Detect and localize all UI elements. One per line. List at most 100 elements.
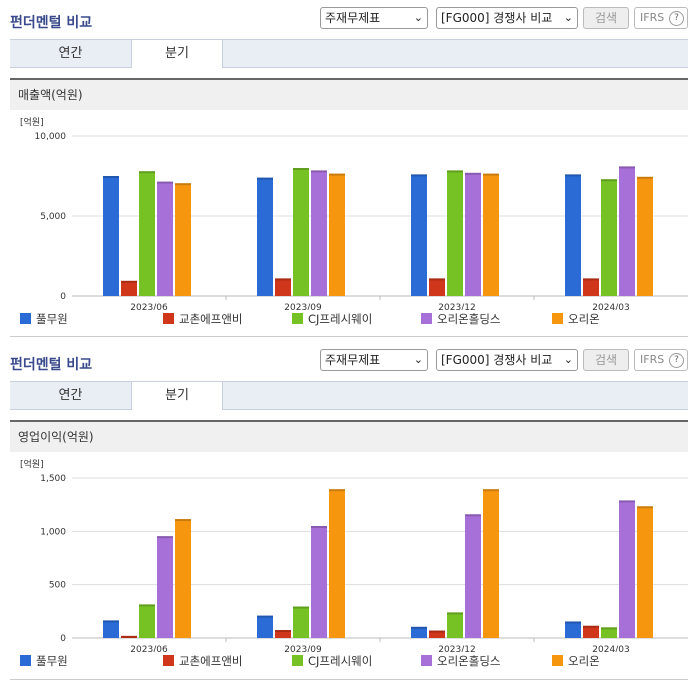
bar-2-0 bbox=[411, 626, 427, 638]
bar-3-4 bbox=[637, 506, 653, 638]
legend-item[interactable]: 오리온홀딩스 bbox=[421, 311, 500, 327]
period-tabs: 연간 분기 bbox=[10, 381, 688, 410]
legend-item[interactable]: 오리온 bbox=[552, 311, 600, 327]
bar-cap bbox=[329, 489, 345, 492]
legend-item[interactable]: CJ프레시웨이 bbox=[292, 653, 372, 669]
help-icon[interactable]: ? bbox=[669, 353, 684, 368]
bar-cap bbox=[447, 170, 463, 173]
revenue-chart: [억원] 0 5,000 10,000 2023/06 2023/09 2023/12 202… bbox=[20, 116, 688, 310]
legend-swatch bbox=[20, 313, 31, 324]
bar-0-3 bbox=[157, 536, 173, 638]
bar-cap bbox=[465, 172, 481, 175]
tab-quarterly[interactable]: 분기 bbox=[131, 382, 223, 410]
bar-cap bbox=[275, 630, 291, 632]
panel-title: 펀더멘털 비교 bbox=[10, 357, 93, 373]
panel-header: 펀더멘털 비교 주재무제표 ⌄ [FG000] 경쟁사 비교 ⌄ 검색 IFRS… bbox=[0, 342, 696, 378]
bar-cap bbox=[429, 630, 445, 633]
bar-cap bbox=[465, 514, 481, 517]
x-tick-label: 2023/09 bbox=[284, 303, 322, 310]
bar-cap bbox=[257, 177, 273, 180]
bar-2-3 bbox=[465, 172, 481, 296]
legend-item[interactable]: 교촌에프앤비 bbox=[163, 311, 242, 327]
statement-select[interactable]: 주재무제표 ⌄ bbox=[320, 349, 428, 371]
bar-cap bbox=[411, 626, 427, 629]
legend-item[interactable]: 풀무원 bbox=[20, 311, 68, 327]
bar-2-1 bbox=[429, 630, 445, 638]
y-axis-unit: [억원] bbox=[20, 116, 44, 128]
x-tick-label: 2023/06 bbox=[130, 303, 168, 310]
divider bbox=[10, 336, 688, 337]
legend-label: CJ프레시웨이 bbox=[308, 312, 373, 326]
legend-item[interactable]: CJ프레시웨이 bbox=[292, 311, 372, 327]
bar-1-2 bbox=[293, 606, 309, 638]
legend-swatch bbox=[20, 655, 31, 666]
chart-legend: 풀무원 교촌에프앤비 CJ프레시웨이 오리온홀딩스 오리온 bbox=[20, 653, 680, 673]
legend-item[interactable]: 교촌에프앤비 bbox=[163, 653, 242, 669]
bar-cap bbox=[329, 173, 345, 176]
fundamental-panel-operating-income: 펀더멘털 비교 주재무제표 ⌄ [FG000] 경쟁사 비교 ⌄ 검색 IFRS… bbox=[0, 342, 696, 684]
legend-label: 풀무원 bbox=[36, 312, 68, 326]
legend-label: CJ프레시웨이 bbox=[308, 654, 373, 668]
panel-title: 펀더멘털 비교 bbox=[10, 15, 93, 31]
bar-1-0 bbox=[257, 615, 273, 638]
search-button[interactable]: 검색 bbox=[583, 7, 629, 29]
comparison-select[interactable]: [FG000] 경쟁사 비교 ⌄ bbox=[436, 349, 578, 371]
legend-item[interactable]: 오리온홀딩스 bbox=[421, 653, 500, 669]
legend-swatch bbox=[292, 655, 303, 666]
bar-cap bbox=[139, 604, 155, 607]
statement-select-value: 주재무제표 bbox=[325, 11, 381, 25]
help-icon[interactable]: ? bbox=[669, 11, 684, 26]
panel-header: 펀더멘털 비교 주재무제표 ⌄ [FG000] 경쟁사 비교 ⌄ 검색 IFRS… bbox=[0, 0, 696, 36]
y-tick-label: 5,000 bbox=[40, 212, 66, 222]
bar-cap bbox=[293, 168, 309, 170]
legend-item[interactable]: 오리온 bbox=[552, 653, 600, 669]
bar-cap bbox=[311, 526, 327, 528]
tab-quarterly[interactable]: 분기 bbox=[131, 40, 223, 68]
legend-label: 풀무원 bbox=[36, 654, 68, 668]
legend-swatch bbox=[552, 655, 563, 666]
bar-cap bbox=[637, 176, 653, 179]
tab-annual[interactable]: 연간 bbox=[58, 46, 83, 61]
chart-legend: 풀무원 교촌에프앤비 CJ프레시웨이 오리온홀딩스 오리온 bbox=[20, 311, 680, 331]
tab-annual[interactable]: 연간 bbox=[58, 388, 83, 403]
bar-2-2 bbox=[447, 612, 463, 638]
bar-3-0 bbox=[565, 174, 581, 296]
search-button[interactable]: 검색 bbox=[583, 349, 629, 371]
bar-3-3 bbox=[619, 500, 635, 638]
bar-1-3 bbox=[311, 526, 327, 638]
ifrs-button[interactable]: IFRS ? bbox=[634, 349, 688, 371]
comparison-select[interactable]: [FG000] 경쟁사 비교 ⌄ bbox=[436, 7, 578, 29]
bar-cap bbox=[619, 500, 635, 503]
bar-0-3 bbox=[157, 181, 173, 296]
bar-1-4 bbox=[329, 173, 345, 296]
bar-cap bbox=[157, 536, 173, 539]
legend-item[interactable]: 풀무원 bbox=[20, 653, 68, 669]
bar-1-0 bbox=[257, 177, 273, 296]
y-tick-label: 500 bbox=[49, 581, 66, 591]
bar-2-1 bbox=[429, 278, 445, 296]
bar-cap bbox=[483, 489, 499, 492]
chart-section-title: 매출액(억원) bbox=[10, 78, 688, 110]
chevron-down-icon: ⌄ bbox=[413, 353, 423, 366]
bar-cap bbox=[157, 181, 173, 184]
y-tick-label: 0 bbox=[60, 634, 66, 644]
legend-swatch bbox=[292, 313, 303, 324]
bar-cap bbox=[601, 179, 617, 182]
fundamental-panel-revenue: 펀더멘털 비교 주재무제표 ⌄ [FG000] 경쟁사 비교 ⌄ 검색 IFRS… bbox=[0, 0, 696, 337]
y-tick-label: 1,500 bbox=[40, 474, 66, 484]
comparison-select-value: [FG000] 경쟁사 비교 bbox=[441, 11, 553, 25]
bar-1-2 bbox=[293, 168, 309, 296]
bar-3-0 bbox=[565, 621, 581, 638]
bar-cap bbox=[601, 627, 617, 630]
bar-3-4 bbox=[637, 176, 653, 296]
x-tick-label: 2023/09 bbox=[284, 645, 322, 652]
bar-cap bbox=[121, 635, 137, 638]
bar-cap bbox=[293, 606, 309, 609]
bar-2-4 bbox=[483, 489, 499, 638]
statement-select[interactable]: 주재무제표 ⌄ bbox=[320, 7, 428, 29]
bar-3-2 bbox=[601, 179, 617, 296]
ifrs-button[interactable]: IFRS ? bbox=[634, 7, 688, 29]
bar-0-0 bbox=[103, 620, 119, 638]
bar-2-4 bbox=[483, 173, 499, 296]
legend-label: 오리온홀딩스 bbox=[437, 312, 501, 326]
